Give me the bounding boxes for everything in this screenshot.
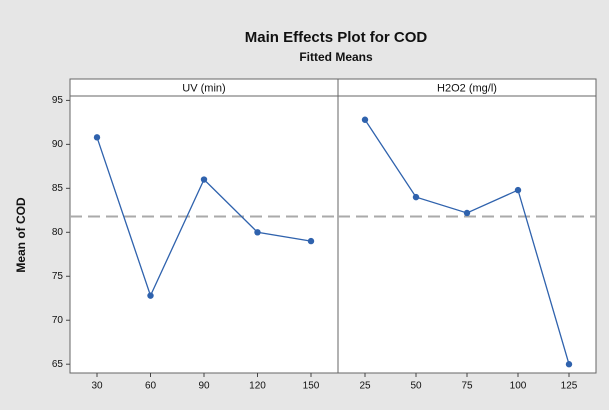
panel: [337, 95, 597, 374]
x-tick-label: 120: [249, 381, 266, 392]
point: [412, 193, 420, 201]
x-tick-label: 60: [145, 381, 157, 392]
y-tick-label: 95: [52, 95, 64, 106]
y-tick-label: 80: [52, 227, 64, 238]
panel-title: H2O2 (mg/l): [437, 82, 497, 94]
point: [463, 209, 471, 217]
x-tick-label: 75: [461, 381, 473, 392]
x-tick-label: 150: [303, 381, 320, 392]
x-tick-label: 50: [410, 381, 422, 392]
point: [147, 292, 154, 299]
point: [307, 237, 315, 245]
x-tick-label: 90: [198, 381, 210, 392]
y-tick-label: 75: [52, 271, 64, 282]
point: [254, 229, 261, 236]
chart-subtitle: Fitted Means: [299, 50, 373, 64]
x-tick-label: 125: [561, 381, 578, 392]
y-tick-label: 90: [52, 139, 64, 150]
y-tick-label: 85: [52, 183, 64, 194]
x-tick-label: 25: [359, 381, 371, 392]
y-tick-label: 65: [52, 359, 64, 370]
point: [565, 361, 573, 368]
y-axis-label: Mean of COD: [14, 197, 28, 273]
point: [93, 134, 101, 141]
point: [514, 186, 522, 194]
chart-title: Main Effects Plot for COD: [245, 29, 428, 46]
point: [200, 176, 208, 183]
panel: [69, 95, 339, 374]
panel-header: [337, 78, 597, 97]
y-tick-label: 70: [52, 315, 64, 326]
point: [361, 116, 369, 123]
x-tick-label: 100: [510, 381, 527, 392]
x-tick-label: 30: [91, 381, 103, 392]
panel-title: UV (min): [182, 82, 225, 94]
